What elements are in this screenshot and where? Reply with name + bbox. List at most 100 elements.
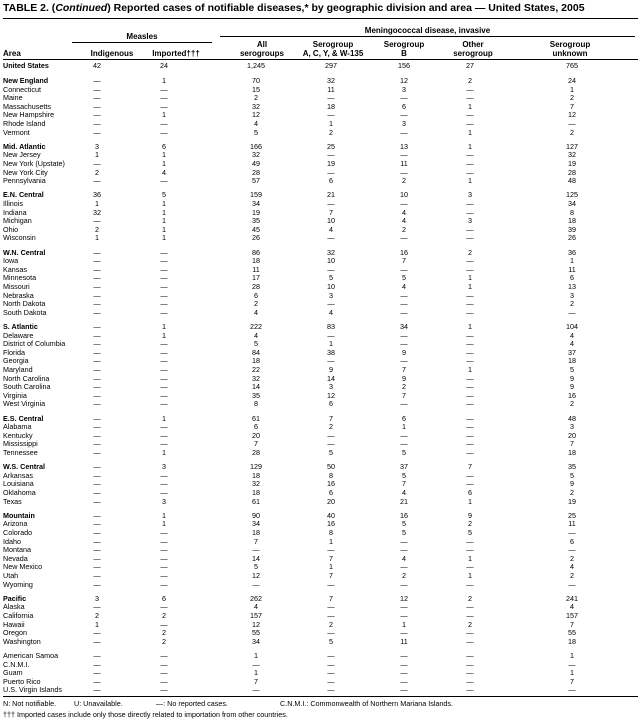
cell-serogroup-unknown: 18 <box>568 636 576 646</box>
table-row: Mid. Atlantic 3 6 166 25 13 1 127 <box>0 142 640 151</box>
cell-imported: — <box>160 247 168 257</box>
cell-serogroup-b: 6 <box>402 101 406 111</box>
cell-serogroup-acyw135: 14 <box>327 373 335 383</box>
area-name: Rhode Island <box>3 119 46 128</box>
area-name: Vermont <box>3 127 30 137</box>
table-row: Rhode Island — — 4 1 3 — — <box>0 119 640 128</box>
cell-serogroup-unknown: 3 <box>570 422 574 432</box>
cell-serogroup-b: 5 <box>402 273 406 283</box>
table-row: Michigan — 1 35 10 4 3 18 <box>0 216 640 225</box>
cell-imported: — <box>160 602 168 612</box>
cell-serogroup-acyw135: 7 <box>329 571 333 580</box>
cell-other-serogroup: 1 <box>468 273 472 283</box>
table-row: W.N. Central — — 86 32 16 2 36 <box>0 248 640 257</box>
column-header-all-serogroups: All serogroups <box>217 40 307 58</box>
area-name: Iowa <box>3 256 19 266</box>
cell-imported: 2 <box>162 628 166 638</box>
title-prefix: TABLE 2. ( <box>3 2 56 14</box>
cell-serogroup-unknown: 18 <box>568 448 576 457</box>
cell-other-serogroup: 3 <box>468 216 472 226</box>
cell-serogroup-acyw135: — <box>327 330 335 340</box>
title-rule <box>3 18 638 19</box>
cell-serogroup-unknown: 157 <box>566 611 578 620</box>
table-row: W.S. Central — 3 129 50 37 7 35 <box>0 462 640 471</box>
cell-imported: — <box>160 273 168 283</box>
cell-serogroup-b: 4 <box>402 207 406 217</box>
cell-indigenous: — <box>93 247 101 257</box>
cell-serogroup-acyw135: — <box>327 651 335 660</box>
cell-indigenous: — <box>93 545 101 555</box>
cell-other-serogroup: 1 <box>468 141 472 151</box>
cell-serogroup-unknown: — <box>568 545 576 555</box>
cell-indigenous: — <box>93 299 101 309</box>
cell-all-serogroups: 2 <box>254 93 258 103</box>
cell-other-serogroup: 2 <box>468 593 472 603</box>
cell-serogroup-b: — <box>400 264 408 274</box>
cell-serogroup-unknown: 7 <box>570 676 574 686</box>
cell-imported: — <box>160 571 168 580</box>
cell-other-serogroup: 3 <box>468 190 472 200</box>
cell-serogroup-unknown: 127 <box>566 141 578 151</box>
cell-all-serogroups: 8 <box>254 399 258 409</box>
table-row: E.S. Central — 1 61 7 6 — 48 <box>0 414 640 423</box>
cell-serogroup-acyw135: — <box>327 545 335 555</box>
cell-serogroup-acyw135: — <box>327 430 335 440</box>
cell-serogroup-b: 7 <box>402 390 406 400</box>
area-name: New Hampshire <box>3 110 55 120</box>
cell-serogroup-b: 1 <box>402 422 406 432</box>
table-row: Minnesota — — 17 5 5 1 6 <box>0 273 640 282</box>
table-row: South Dakota — — 4 4 — — — <box>0 308 640 317</box>
table-title: TABLE 2. (Continued) Reported cases of n… <box>3 2 585 14</box>
cell-serogroup-unknown: 7 <box>570 101 574 111</box>
cell-serogroup-unknown: 5 <box>570 365 574 374</box>
cell-indigenous: — <box>93 439 101 449</box>
area-name: Tennessee <box>3 448 38 457</box>
area-name: North Carolina <box>3 373 50 383</box>
cell-serogroup-unknown: 765 <box>566 61 578 70</box>
cell-indigenous: — <box>93 93 101 103</box>
cell-serogroup-acyw135: 10 <box>327 282 335 291</box>
table-row: Iowa — — 18 10 7 — 1 <box>0 256 640 265</box>
table-row: Alaska — — 4 — — — 4 <box>0 602 640 611</box>
cell-serogroup-unknown: — <box>568 579 576 589</box>
cell-serogroup-acyw135: — <box>327 199 335 208</box>
measles-rule <box>72 42 212 43</box>
area-name: South Carolina <box>3 382 51 392</box>
table-row: Washington — 2 34 5 11 — 18 <box>0 637 640 646</box>
cell-imported: — <box>160 422 168 432</box>
area-name: Massachusetts <box>3 101 51 111</box>
cell-serogroup-unknown: 3 <box>570 290 574 300</box>
area-name: Kansas <box>3 264 27 274</box>
cell-other-serogroup: — <box>466 233 474 243</box>
cell-serogroup-b: 13 <box>400 141 408 151</box>
cell-all-serogroups: 19 <box>252 207 260 217</box>
cell-imported: — <box>160 685 168 695</box>
cell-serogroup-b: 11 <box>400 636 408 646</box>
table-row: Florida — — 84 38 9 — 37 <box>0 348 640 357</box>
cell-indigenous: — <box>93 176 101 186</box>
column-header-line2: B <box>401 49 407 58</box>
cell-other-serogroup: — <box>466 413 474 423</box>
cell-indigenous: — <box>93 339 101 349</box>
cell-serogroup-acyw135: 8 <box>329 528 333 537</box>
cell-serogroup-b: 16 <box>400 247 408 257</box>
cell-serogroup-b: 7 <box>402 256 406 266</box>
cell-all-serogroups: 7 <box>254 536 258 546</box>
area-header: Area <box>3 49 21 58</box>
cell-serogroup-unknown: 4 <box>570 562 574 572</box>
column-header-line2: serogroup <box>453 49 493 58</box>
cell-other-serogroup: — <box>466 470 474 480</box>
cell-imported: — <box>160 579 168 589</box>
cell-all-serogroups: 129 <box>250 462 262 472</box>
cell-other-serogroup: — <box>466 224 474 234</box>
area-name: South Dakota <box>3 307 47 317</box>
cell-indigenous: — <box>93 216 101 226</box>
cell-imported: — <box>160 84 168 94</box>
cell-imported: 1 <box>162 233 166 243</box>
cell-all-serogroups: 5 <box>254 127 258 137</box>
table-row: Hawaii 1—12 2 1 2 7 <box>0 620 640 629</box>
column-header-line2: serogroups <box>239 49 284 58</box>
cell-other-serogroup: — <box>466 579 474 589</box>
cell-serogroup-acyw135: 7 <box>329 593 333 603</box>
cell-serogroup-unknown: 28 <box>568 167 576 177</box>
